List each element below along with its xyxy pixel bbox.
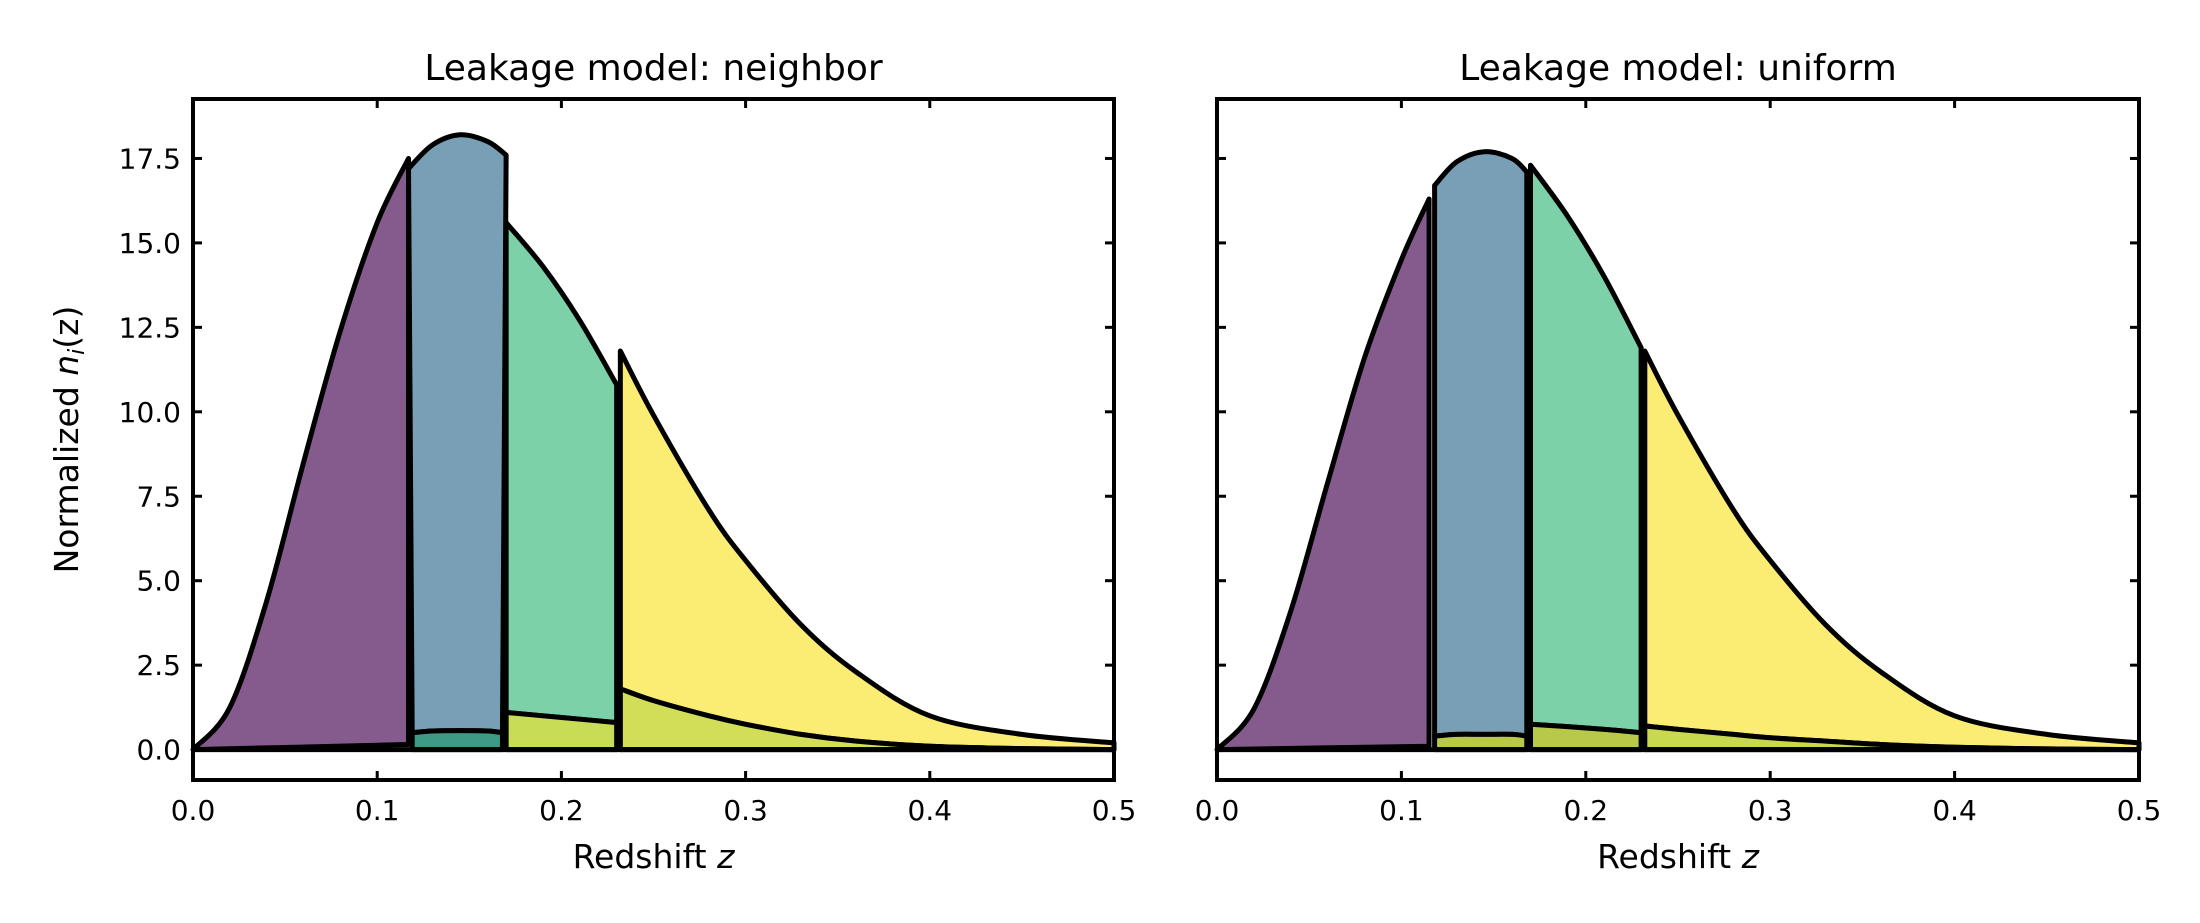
y-axis-label-arg: (z) (47, 306, 86, 349)
x-tick-label: 0.1 (1379, 794, 1424, 827)
x-axis-label: Redshift z (573, 837, 735, 876)
bin-2-region (1432, 149, 1530, 739)
y-axis-label-var: n (47, 355, 86, 376)
y-tick-label: 7.5 (136, 480, 181, 513)
panel-2: Leakage model: uniform 0.0 0.1 0.2 0.3 0.4 0.5… (1195, 48, 2162, 876)
x-tick-label: 0.2 (539, 794, 584, 827)
panel-1: Leakage model: neighbor 0.0 0.1 0.2 0.3 0.4 0.… (47, 48, 1136, 876)
y-tick-label: 5.0 (136, 565, 181, 598)
x-axis-label-space (707, 837, 718, 876)
bin-3-leakage (503, 709, 620, 753)
y-tick-label: 17.5 (119, 142, 181, 175)
y-axis-label-text: Normalized (47, 386, 86, 573)
y-axis-label-space (47, 376, 86, 387)
chart-title: Leakage model: neighbor (424, 48, 883, 89)
x-tick-label: 0.4 (1932, 794, 1977, 827)
x-tick-label: 0.3 (723, 794, 768, 827)
axes-frame (191, 97, 1116, 782)
y-tick-label: 0.0 (136, 734, 181, 767)
bin-1-region (1214, 196, 1432, 753)
bin-4-region (1642, 348, 2142, 753)
x-tick-label: 0.5 (1092, 794, 1137, 827)
y-axis-label-sub: i (65, 349, 90, 355)
bin-3-region (1527, 162, 1644, 736)
x-axis-label-space (1731, 837, 1742, 876)
y-tick-label: 15.0 (119, 227, 181, 260)
x-axis-label-text: Redshift (1597, 837, 1731, 876)
x-axis-label-var: z (1741, 837, 1760, 876)
bin-4-region (617, 348, 1117, 753)
y-tick-label: 12.5 (119, 311, 181, 344)
x-tick-label: 0.3 (1748, 794, 1793, 827)
bin-1-region (190, 155, 412, 753)
y-axis-label: Normalized ni(z) (47, 306, 90, 574)
bin-2-region (406, 132, 509, 736)
chart-title: Leakage model: uniform (1459, 48, 1897, 89)
bin-2-leakage (1432, 731, 1530, 753)
x-axis-label-var: z (716, 837, 735, 876)
x-tick-label: 0.2 (1564, 794, 1609, 827)
x-tick-label: 0.5 (2117, 794, 2162, 827)
x-tick-label: 0.0 (171, 794, 216, 827)
x-tick-label: 0.1 (355, 794, 400, 827)
bin-3-leakage (1527, 721, 1644, 753)
bin-2-leakage (409, 728, 505, 753)
y-tick-label: 2.5 (136, 649, 181, 682)
bin-3-region (503, 220, 620, 726)
y-tick-label: 10.0 (119, 396, 181, 429)
x-tick-label: 0.4 (908, 794, 953, 827)
x-axis-label-text: Redshift (573, 837, 707, 876)
x-tick-label: 0.0 (1195, 794, 1240, 827)
axes-frame (1215, 97, 2141, 782)
x-axis-label: Redshift z (1597, 837, 1759, 876)
